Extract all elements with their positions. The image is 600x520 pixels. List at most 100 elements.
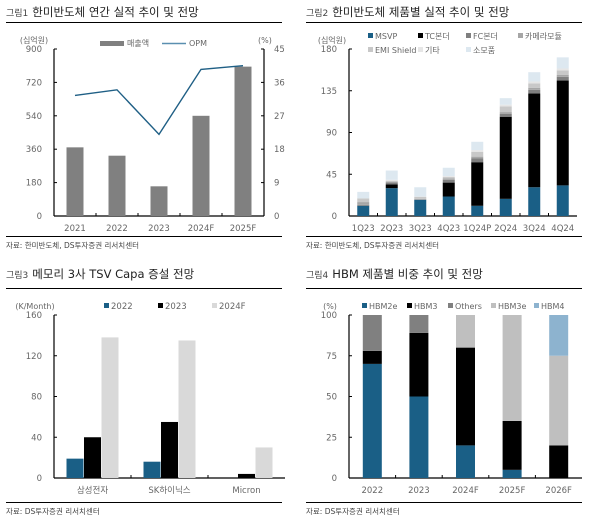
figure-label: 그림4 [306, 271, 329, 281]
bar-2026F-HBM4 [549, 315, 569, 356]
bar-3Q24-MSVP [528, 187, 541, 216]
source-note: 자료: 한미반도체, DS투자증권 리서치센터 [6, 241, 139, 250]
bar-SK하이닉스-2022 [143, 461, 161, 478]
source-note: 자료: DS투자증권 리서치센터 [6, 507, 100, 516]
x-tick-label: 2022 [106, 224, 128, 234]
bar-2Q23-소모품 [385, 170, 398, 180]
panel-fig4: 그림4 HBM 제품별 비중 추이 및 전망 0 25 50 75 100 (%) 2022 2… [300, 262, 590, 517]
bar-4Q24-MSVP [556, 185, 569, 216]
bar-3Q24-TC본더 [528, 93, 541, 188]
bar-2022-HBM3 [362, 350, 382, 364]
bar-1Q24P-소모품 [471, 141, 484, 151]
y-tick-label: 0 [332, 212, 337, 222]
y-tick-label: 540 [26, 112, 42, 122]
bar-2Q23-기타 [385, 179, 398, 181]
y-tick-label: 160 [26, 311, 42, 321]
chart-title: 그림1 한미반도체 연간 실적 추이 및 전망 [6, 4, 199, 20]
bar-1Q24P-MSVP [471, 205, 484, 216]
bar-1Q23-소모품 [357, 191, 370, 199]
bar-2Q23-MSVP [385, 188, 398, 216]
legend-label-3: 카메라모듈 [525, 32, 562, 41]
bar-1Q24P-기타 [471, 150, 484, 152]
legend-swatch-sales [100, 41, 124, 46]
source-rule [306, 236, 582, 237]
bar-1Q24P-카메라모듈 [471, 156, 484, 159]
source-rule [6, 236, 282, 237]
title-text: HBM 제품별 비중 추이 및 전망 [332, 267, 483, 281]
x-tick-label: Micron [232, 486, 260, 496]
y-tick-label: 80 [31, 393, 42, 403]
y-tick-label: 45 [326, 170, 337, 180]
bar-1Q24P-FC본더 [471, 158, 484, 163]
bar-3Q23-MSVP [414, 199, 427, 216]
title-text: 한미반도체 연간 실적 추이 및 전망 [32, 5, 199, 19]
chart-fig2: 0 45 90 135 180(십억원) 1Q23 2Q23 3Q23 4Q23 1Q24P 2Q2… [318, 32, 577, 234]
bar-2Q23-TC본더 [385, 184, 398, 189]
panel-fig3: 그림3 메모리 3사 TSV Capa 증설 전망 0 40 80 120 160 (K/M… [0, 262, 290, 517]
bar-1Q24P-TC본더 [471, 162, 484, 206]
title-rule [306, 22, 582, 23]
x-tick-label: 3Q23 [409, 224, 432, 234]
bar-2Q24-MSVP [499, 198, 512, 216]
figure-label: 그림1 [6, 9, 29, 19]
bar-2Q24-기타 [499, 104, 512, 107]
legend-label-6: 소모품 [473, 46, 495, 55]
title-rule [306, 288, 582, 289]
bar-SK하이닉스-2023 [161, 421, 178, 478]
y-tick-label: 0 [37, 474, 42, 484]
bar-2022-Others [362, 315, 382, 351]
bar-4Q24-기타 [556, 68, 569, 71]
y-tick-label: 50 [326, 393, 337, 403]
legend-label-2: 2024F [219, 302, 246, 312]
y-tick-label: 120 [26, 352, 42, 362]
legend-swatch-1 [407, 303, 412, 308]
x-tick-label: 4Q23 [437, 224, 460, 234]
x-tick-label: 2023 [408, 486, 430, 496]
legend-swatch-3 [491, 303, 496, 308]
y2-tick-label: 0 [274, 212, 279, 222]
bar-1Q23-MSVP [357, 205, 370, 216]
legend-label-2: Others [455, 302, 482, 311]
y-tick-label: 360 [26, 145, 42, 155]
bar-2Q24-EMI Shield [499, 106, 512, 113]
legend-label-2: FC본더 [473, 32, 498, 41]
bar-3Q24-기타 [528, 81, 541, 84]
opm-line [74, 65, 244, 136]
legend-label-opm: OPM [189, 39, 207, 48]
x-tick-label: 4Q24 [551, 224, 574, 234]
legend-label-1: 2023 [165, 302, 187, 312]
bar-3Q24-소모품 [528, 72, 541, 82]
bar-2Q23-EMI Shield [385, 180, 398, 182]
legend-label-5: 기타 [425, 46, 440, 55]
chart-title: 그림2 한미반도체 제품별 실적 추이 및 전망 [306, 4, 509, 20]
legend-label-1: HBM3 [414, 302, 438, 311]
chart-title: 그림3 메모리 3사 TSV Capa 증설 전망 [6, 266, 194, 282]
source-rule [306, 502, 582, 503]
panel-fig1: 그림1 한미반도체 연간 실적 추이 및 전망 0 180 360 540 720 900(… [0, 0, 290, 255]
chart-fig3: 0 40 80 120 160(K/Month) 삼성전자 SK하이닉스 Micron 2022… [15, 302, 285, 496]
y-tick-label: 0 [332, 474, 337, 484]
bar-2Q24-카메라모듈 [499, 112, 512, 114]
y2-tick-label: 36 [274, 78, 285, 88]
bar-2021 [66, 147, 84, 216]
legend-label-sales: 매출액 [127, 38, 149, 48]
y-tick-label: 900 [26, 45, 42, 55]
bar-2Q24-TC본더 [499, 116, 512, 199]
bar-2025F-HBM3 [502, 420, 522, 470]
source-note: 자료: DS투자증권 리서치센터 [306, 507, 400, 516]
y-tick-label: 90 [326, 129, 337, 139]
x-tick-label: SK하이닉스 [148, 485, 190, 496]
legend-swatch-2 [212, 303, 217, 308]
x-tick-label: 3Q24 [523, 224, 546, 234]
y2-tick-label: 45 [274, 45, 285, 55]
bar-4Q23-소모품 [442, 167, 455, 177]
bar-SK하이닉스-2024F [178, 340, 196, 478]
legend-swatch-4 [368, 47, 373, 52]
x-tick-label: 1Q24P [463, 224, 491, 234]
bar-2023-HBM2e [409, 396, 429, 478]
x-tick-label: 삼성전자 [77, 485, 108, 496]
bar-2024F-HBM3 [456, 347, 475, 446]
y-axis-label: (%) [323, 302, 337, 311]
y-tick-label: 100 [321, 311, 337, 321]
figure-label: 그림2 [306, 9, 329, 19]
